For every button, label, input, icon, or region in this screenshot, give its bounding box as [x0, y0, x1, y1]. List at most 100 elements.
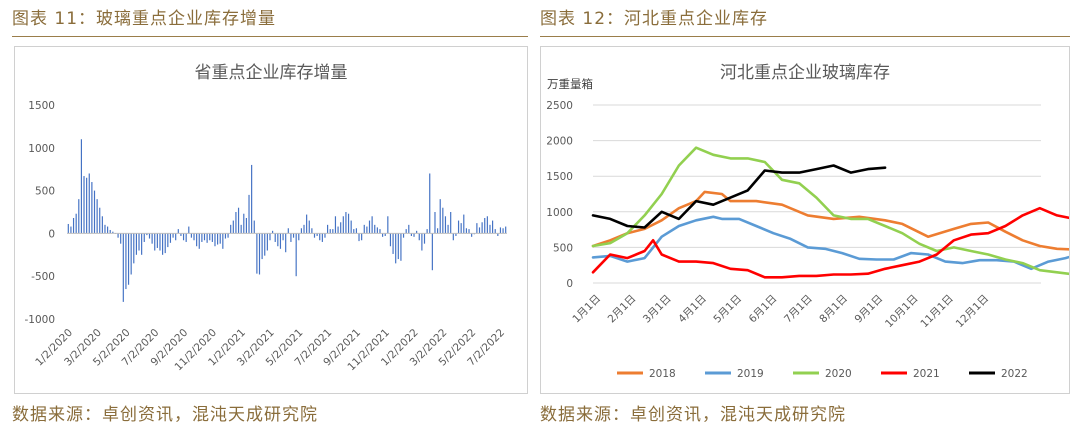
bar — [177, 229, 179, 234]
bar — [405, 229, 407, 234]
bar — [376, 227, 378, 234]
bar — [389, 233, 392, 247]
bar — [355, 228, 357, 234]
bar — [447, 224, 449, 234]
bar — [303, 224, 305, 234]
bar — [316, 233, 318, 236]
bar — [306, 214, 308, 234]
bar — [93, 190, 96, 234]
bar — [452, 233, 454, 241]
bar — [203, 233, 206, 241]
bar — [277, 233, 279, 247]
bar — [264, 233, 266, 256]
bar — [169, 233, 172, 243]
bar — [167, 233, 169, 248]
bar — [154, 233, 156, 251]
bar — [135, 233, 137, 255]
bar — [70, 226, 72, 234]
bar — [481, 222, 483, 234]
legend-label: 2019 — [737, 368, 764, 380]
y-axis-label: 万重量箱 — [547, 77, 593, 91]
bar — [83, 176, 85, 234]
bar — [492, 220, 494, 234]
bar — [311, 228, 313, 234]
bar — [368, 220, 371, 234]
bar — [334, 216, 337, 234]
y-tick-label: 500 — [553, 242, 573, 254]
bar — [300, 228, 302, 234]
bar — [256, 233, 258, 274]
bar — [292, 233, 295, 238]
legend-label: 2018 — [649, 368, 676, 380]
bar — [274, 233, 276, 242]
y-tick-label: 2000 — [546, 136, 573, 148]
legend-label: 2022 — [1001, 368, 1028, 380]
bar — [387, 216, 389, 234]
right-figure-title: 图表 12：河北重点企业库存 — [540, 9, 769, 29]
bar — [224, 233, 227, 239]
y-tick-label: -500 — [31, 271, 55, 283]
bar — [416, 230, 418, 234]
x-tick-label: 12月1日 — [954, 293, 992, 331]
bar — [188, 226, 190, 234]
bar — [193, 233, 195, 241]
bar — [237, 207, 240, 234]
bar — [148, 233, 151, 239]
bar — [321, 233, 323, 242]
bar — [235, 212, 237, 234]
bar — [382, 233, 384, 237]
bar — [125, 233, 127, 290]
bar — [185, 233, 187, 242]
bar — [282, 233, 284, 241]
bar — [182, 233, 185, 241]
bar — [67, 223, 69, 234]
bar — [505, 226, 507, 234]
y-tick-label: 500 — [35, 186, 55, 198]
bar — [133, 233, 135, 264]
bar — [460, 223, 462, 234]
x-tick-label: 5月1日 — [711, 293, 744, 326]
bar — [258, 233, 261, 275]
bar — [266, 233, 268, 251]
y-tick-label: 1000 — [546, 207, 573, 219]
bar — [439, 199, 441, 234]
bar — [101, 216, 103, 234]
bar — [159, 233, 161, 251]
bar — [222, 233, 224, 249]
bar — [72, 217, 75, 234]
left-figure-title: 图表 11：玻璃重点企业库存增量 — [12, 9, 277, 29]
bar — [434, 212, 436, 234]
legend-label: 2020 — [825, 368, 852, 380]
bar — [319, 233, 321, 241]
bar — [457, 220, 460, 234]
bar — [190, 233, 192, 238]
bar — [374, 224, 376, 234]
bar — [418, 233, 420, 241]
right-chart-panel: 河北重点企业玻璃库存 万重量箱 2500 2000 1500 1000 500 0 1月1日 2月… — [540, 46, 1080, 394]
y-tick-label: 1500 — [28, 100, 55, 112]
bar — [248, 194, 250, 234]
left-chart-panel: 省重点企业库存增量 1500 1000 500 0 -500 -1000 1/2/2020 3/… — [14, 46, 528, 394]
bar — [353, 229, 355, 234]
bar — [358, 233, 360, 242]
bar — [217, 233, 219, 245]
bar — [442, 207, 444, 234]
y-tick-label: 0 — [48, 228, 55, 240]
bar — [450, 212, 452, 234]
bar — [261, 233, 263, 260]
bar — [86, 177, 88, 234]
bar — [127, 233, 130, 285]
x-tick-label: 10月1日 — [883, 293, 921, 331]
bar — [499, 227, 502, 234]
bar — [117, 233, 119, 238]
bar — [279, 233, 282, 249]
bar-chart: 省重点企业库存增量150010005000-500-10001/2/20203/… — [24, 63, 507, 373]
bar — [423, 233, 426, 244]
legend-label: 2021 — [913, 368, 940, 380]
bar — [287, 228, 289, 234]
bar — [78, 199, 80, 234]
bar — [180, 233, 182, 236]
bar — [363, 224, 365, 234]
y-tick-label: 0 — [566, 278, 573, 290]
